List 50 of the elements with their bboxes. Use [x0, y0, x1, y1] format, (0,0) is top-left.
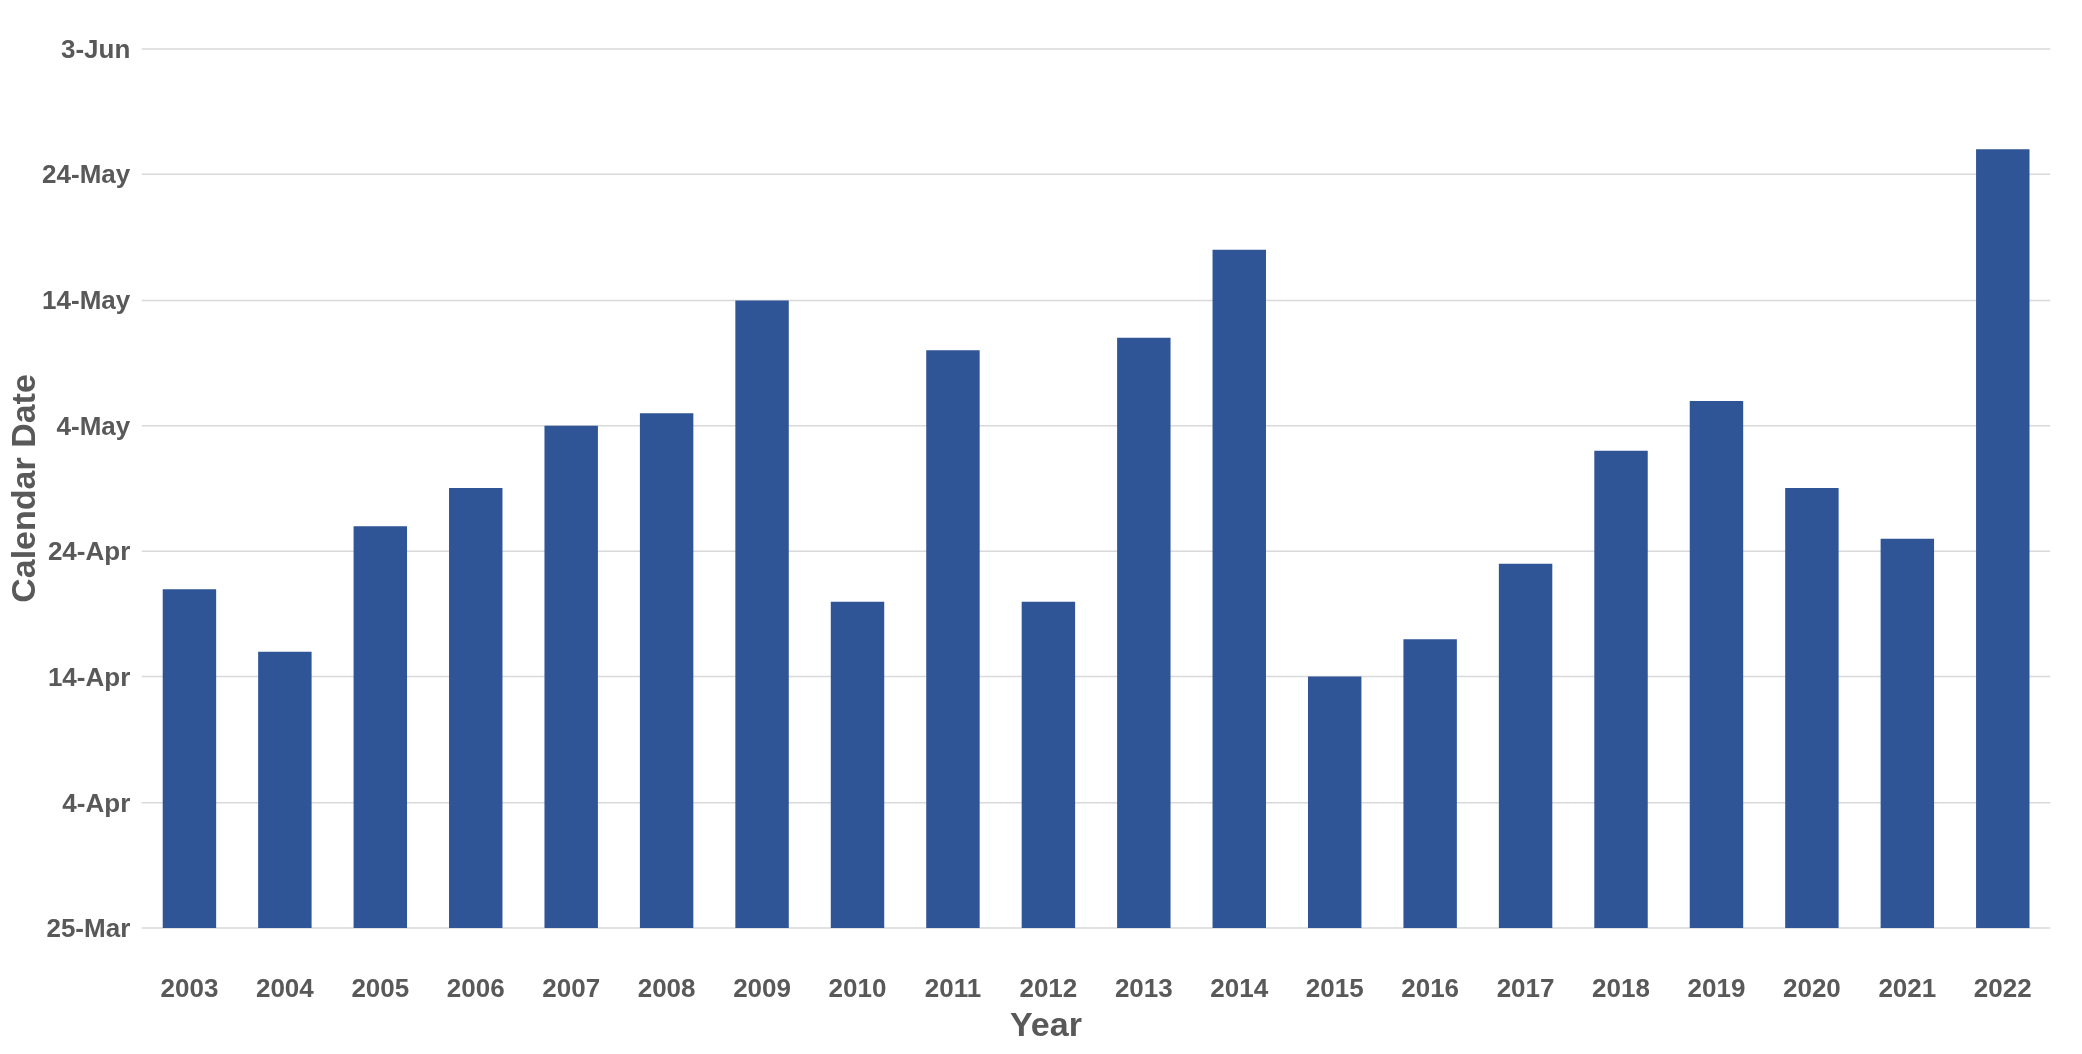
x-tick-label: 2019	[1687, 972, 1746, 1003]
bar	[1403, 639, 1457, 929]
bar	[735, 300, 789, 929]
bar	[639, 413, 694, 929]
x-tick-label: 2018	[1592, 972, 1650, 1003]
x-tick-label: 2011	[924, 972, 982, 1003]
ref-line-label: 24-May	[42, 159, 131, 190]
x-tick-label: 2005	[351, 972, 410, 1003]
bar	[1021, 601, 1076, 929]
bar	[926, 350, 980, 929]
x-tick-label: 2022	[1973, 972, 2032, 1003]
x-axis-title: Year	[1010, 1004, 1082, 1043]
bar	[1594, 450, 1648, 929]
x-tick-label: 2004	[255, 972, 315, 1003]
x-tick-label: 2021	[1878, 972, 1937, 1003]
x-tick-label: 2006	[446, 972, 505, 1003]
bar	[544, 425, 598, 929]
x-tick-label: 2020	[1782, 972, 1841, 1003]
x-tick-label: 2015	[1305, 972, 1364, 1003]
ref-line-label: 24-Apr	[47, 536, 131, 567]
x-tick-label: 2007	[542, 972, 601, 1003]
bar	[449, 488, 503, 929]
bar	[830, 601, 885, 929]
x-tick-label: 2012	[1019, 972, 1078, 1003]
bar	[1785, 488, 1839, 929]
x-tick-label: 2010	[828, 972, 887, 1003]
bar	[1212, 249, 1266, 929]
y-axis-title: Calendar Date	[3, 374, 42, 603]
ref-line-label: 3-Jun	[60, 33, 131, 64]
x-tick-label: 2008	[637, 972, 696, 1003]
bar	[162, 589, 217, 929]
bar	[1117, 337, 1171, 929]
x-tick-label: 2014	[1210, 972, 1269, 1003]
x-tick-label: 2009	[733, 972, 791, 1003]
bar	[1976, 149, 2030, 929]
x-tick-label: 2003	[160, 972, 219, 1003]
x-tick-label: 2016	[1401, 972, 1460, 1003]
bar	[1307, 676, 1362, 929]
x-tick-label: 2017	[1496, 972, 1555, 1003]
ref-line-label: 25-Mar	[46, 913, 131, 944]
bar	[258, 651, 312, 929]
ref-line-label: 14-May	[42, 285, 131, 316]
ref-line-label: 4-May	[56, 410, 131, 441]
bar	[1689, 400, 1744, 929]
bar	[353, 526, 408, 929]
bar	[1880, 538, 1935, 929]
ref-line-label: 4-Apr	[62, 787, 131, 818]
ref-line-label: 14-Apr	[47, 661, 131, 692]
x-tick-label: 2013	[1114, 972, 1173, 1003]
bar	[1498, 563, 1553, 929]
